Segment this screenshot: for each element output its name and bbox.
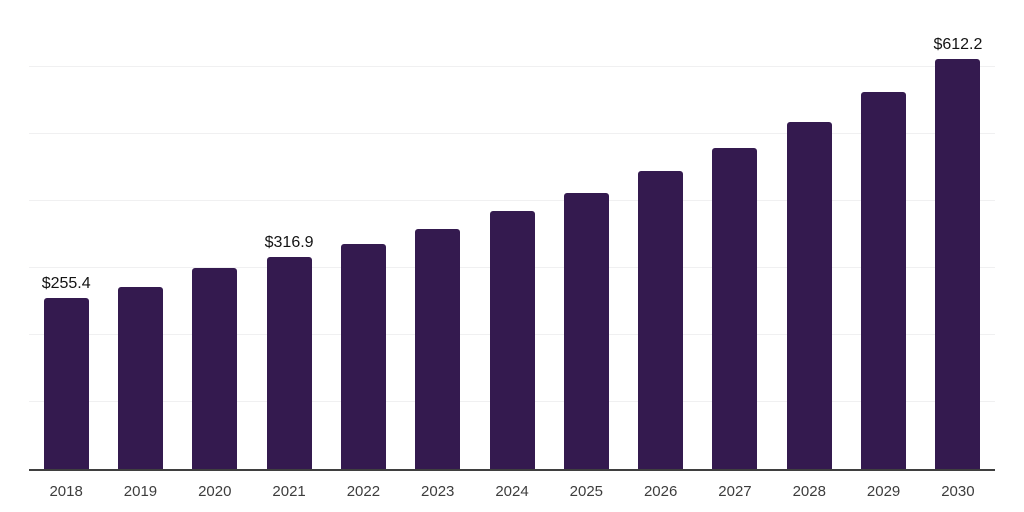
bar-column-2030: $612.2 [921, 0, 995, 469]
bar-column-2022 [326, 0, 400, 469]
bar-column-2028 [772, 0, 846, 469]
x-tick-label-2027: 2027 [718, 483, 752, 500]
x-tick-label-2023: 2023 [421, 483, 455, 500]
gridline-500 [29, 133, 995, 134]
x-tick-label-2030: 2030 [941, 483, 975, 500]
gridline-600 [29, 66, 995, 67]
plot-area: $255.4 $316.9 $612.2 [29, 0, 995, 471]
x-tick-label-2029: 2029 [866, 483, 901, 500]
x-tick-label-2024: 2024 [495, 483, 529, 500]
x-tick-label-2026: 2026 [643, 483, 678, 500]
gridline-400 [29, 200, 995, 201]
x-tick-label-2018: 2018 [49, 483, 83, 500]
bar-2023 [415, 229, 461, 469]
bar-2027 [712, 148, 758, 469]
bar-column-2024 [475, 0, 549, 469]
x-tick-label-2019: 2019 [123, 483, 158, 500]
bar-2021 [266, 256, 312, 469]
bar-2018 [43, 297, 89, 469]
bar-column-2025 [549, 0, 623, 469]
bar-column-2021: $316.9 [252, 0, 326, 469]
bar-value-label-2021: $316.9 [264, 233, 314, 251]
bar-2030 [935, 58, 981, 469]
bar-2019 [117, 287, 163, 469]
bar-column-2026 [624, 0, 698, 469]
bars-row: $255.4 $316.9 $612.2 [29, 0, 995, 469]
bar-column-2019 [103, 0, 177, 469]
bar-value-label-2030: $612.2 [933, 35, 983, 53]
bar-column-2018: $255.4 [29, 0, 103, 469]
x-tick-label-2020: 2020 [198, 483, 232, 500]
bar-2026 [638, 171, 684, 469]
bar-value-label-2018: $255.4 [41, 274, 91, 292]
bar-2029 [861, 91, 907, 469]
bar-column-2027 [698, 0, 772, 469]
x-tick-label-2025: 2025 [569, 483, 604, 500]
bar-2024 [489, 211, 535, 469]
bar-column-2023 [401, 0, 475, 469]
x-tick-label-2021: 2021 [272, 483, 306, 500]
bar-2028 [786, 121, 832, 469]
x-tick-label-2022: 2022 [346, 483, 381, 500]
bar-column-2020 [178, 0, 252, 469]
bar-column-2029 [846, 0, 920, 469]
bar-2020 [192, 268, 238, 469]
bar-2022 [340, 243, 386, 469]
x-tick-label-2028: 2028 [792, 483, 826, 500]
bar-2025 [563, 192, 609, 469]
x-axis-labels: 2018 2019 2020 2021 2022 2023 2024 2025 2026 2027… [29, 472, 995, 499]
